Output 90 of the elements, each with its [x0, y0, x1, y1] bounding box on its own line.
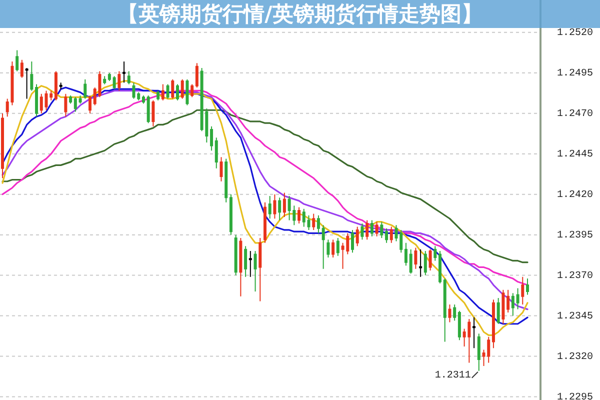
candlestick	[366, 220, 369, 240]
candlestick	[409, 248, 412, 274]
candlestick	[278, 197, 282, 221]
candlestick	[312, 213, 316, 230]
candlestick	[30, 61, 34, 92]
candlestick	[84, 78, 87, 100]
candlestick	[254, 250, 257, 292]
candlestick	[64, 93, 68, 118]
candlestick	[16, 50, 19, 72]
candlestick	[112, 76, 116, 90]
candlestick	[220, 156, 223, 182]
candlestick	[176, 84, 179, 101]
candlestick	[268, 195, 272, 220]
candlestick	[434, 246, 437, 262]
y-tick-label: 1.2495	[557, 68, 594, 80]
candlestick	[360, 222, 364, 240]
candlestick	[506, 289, 510, 314]
candlestick	[316, 214, 320, 234]
candlestick	[69, 95, 72, 104]
candlestick	[326, 239, 330, 258]
candlestick	[239, 238, 242, 297]
candlestick	[59, 82, 62, 90]
candlestick	[190, 84, 194, 98]
candlestick	[356, 226, 359, 247]
candlestick	[273, 194, 276, 220]
candlestick	[25, 68, 28, 100]
candlestick	[477, 333, 480, 372]
candlestick	[443, 278, 446, 342]
candlestick	[370, 220, 374, 237]
candlestick	[336, 238, 340, 256]
candlestick	[40, 93, 43, 114]
candlestick	[502, 289, 505, 324]
candlestick	[307, 214, 310, 230]
candlestick	[214, 137, 218, 169]
candlestick	[142, 95, 145, 104]
candlestick	[122, 61, 126, 84]
candlestick	[453, 304, 456, 322]
candlestick	[472, 316, 476, 349]
candlestick	[511, 292, 514, 316]
candlestick	[526, 278, 529, 296]
candlestick	[414, 247, 418, 270]
y-tick-label: 1.2295	[557, 392, 594, 400]
candlestick	[103, 76, 106, 85]
candlestick	[448, 304, 452, 323]
candlestick	[108, 72, 111, 82]
y-tick-label: 1.2420	[557, 190, 594, 201]
candlestick	[390, 226, 393, 244]
candlestick	[35, 84, 38, 118]
candlestick	[118, 70, 121, 92]
y-tick-label: 1.2520	[557, 28, 594, 40]
candlestick	[74, 96, 77, 112]
candlestick	[298, 206, 301, 224]
candlestick	[404, 242, 408, 266]
candlestick	[161, 84, 164, 101]
candlestick	[351, 229, 354, 254]
candlestick	[1, 112, 4, 179]
candlestick	[88, 95, 92, 114]
line-series	[2, 109, 528, 264]
candlestick	[302, 208, 306, 228]
candlestick	[244, 246, 248, 278]
candlestick	[210, 126, 214, 152]
y-tick-label: 1.2370	[557, 270, 594, 282]
candlestick	[322, 224, 325, 270]
candlestick	[516, 288, 520, 310]
candlestick	[424, 250, 427, 276]
candlestick	[78, 95, 82, 104]
candlestick	[152, 100, 155, 127]
candlestick	[419, 248, 422, 278]
y-tick-label: 1.2395	[557, 230, 594, 242]
candlestick	[282, 192, 286, 218]
candlestick	[332, 239, 335, 258]
candlestick	[385, 228, 388, 244]
y-tick-label: 1.2345	[557, 311, 594, 322]
candlestick	[258, 238, 262, 302]
candlestick	[156, 90, 160, 101]
candlestick	[127, 70, 130, 85]
candlestick	[521, 276, 524, 305]
candlestick	[496, 297, 500, 324]
annotation: 1.2311	[434, 370, 471, 382]
y-tick-label: 1.2320	[557, 352, 594, 363]
y-tick-label: 1.2445	[557, 149, 594, 160]
y-tick-label: 1.2470	[557, 109, 594, 120]
candlestick	[166, 84, 170, 100]
candlestick	[248, 250, 252, 278]
candlestick	[195, 62, 198, 88]
candlestick	[380, 221, 384, 239]
chart-title: 【英镑期货行情/英镑期货行情走势图】	[118, 2, 482, 26]
candlestick	[428, 248, 432, 271]
candlestick	[375, 221, 378, 237]
candlestick	[20, 59, 24, 78]
